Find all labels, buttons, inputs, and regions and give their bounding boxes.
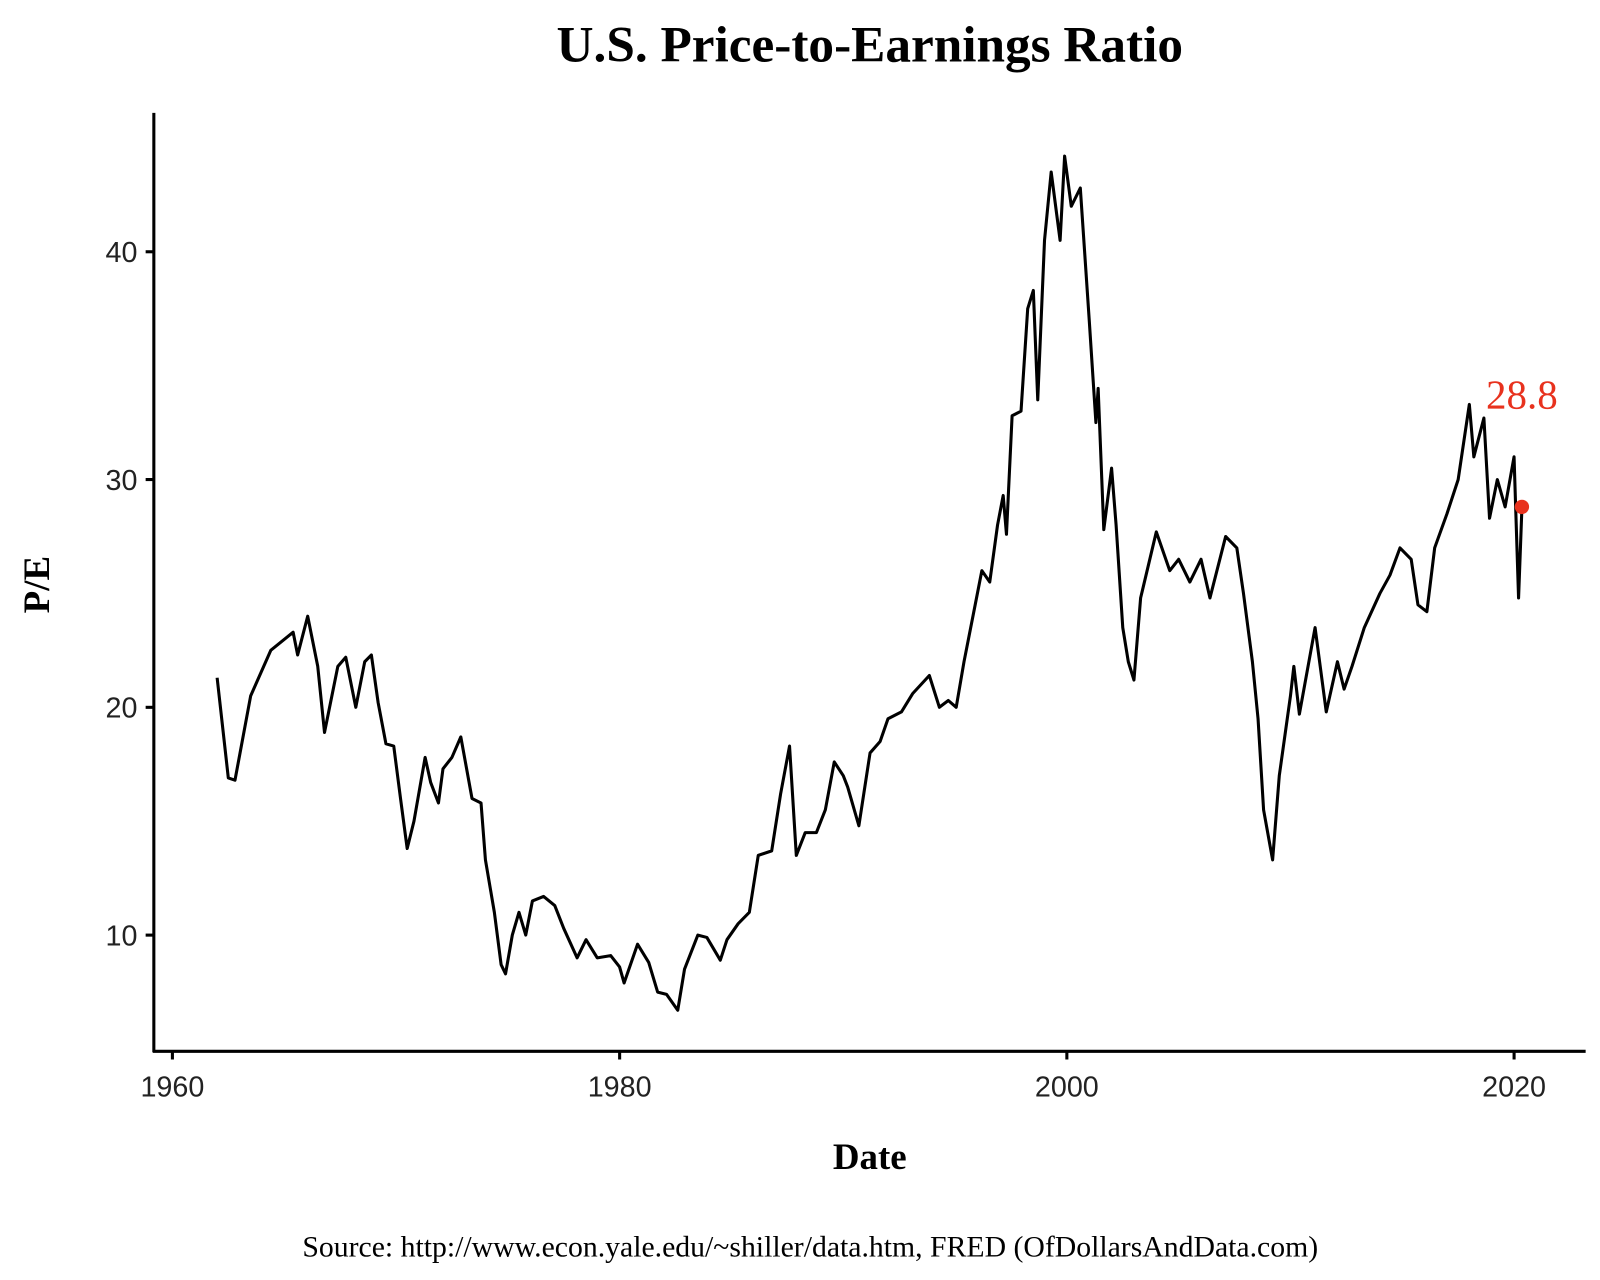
x-axis-label: Date (833, 1136, 907, 1177)
x-tick-label: 1980 (588, 1071, 652, 1103)
x-tick-label: 2020 (1482, 1071, 1546, 1103)
y-tick-label: 30 (105, 465, 137, 497)
highlight-point (1514, 499, 1530, 515)
y-axis-label: P/E (16, 556, 57, 613)
x-tick-label: 1960 (140, 1071, 204, 1103)
y-tick-label: 40 (105, 237, 137, 269)
source-note: Source: http://www.econ.yale.edu/~shille… (302, 1230, 1318, 1263)
pe-line (215, 154, 1524, 1012)
annotation-label: 28.8 (1486, 371, 1558, 417)
y-tick-label: 20 (105, 693, 137, 725)
x-tick-label: 2000 (1035, 1071, 1099, 1103)
y-tick-label: 10 (105, 920, 137, 952)
chart-title: U.S. Price-to-Earnings Ratio (556, 17, 1183, 74)
